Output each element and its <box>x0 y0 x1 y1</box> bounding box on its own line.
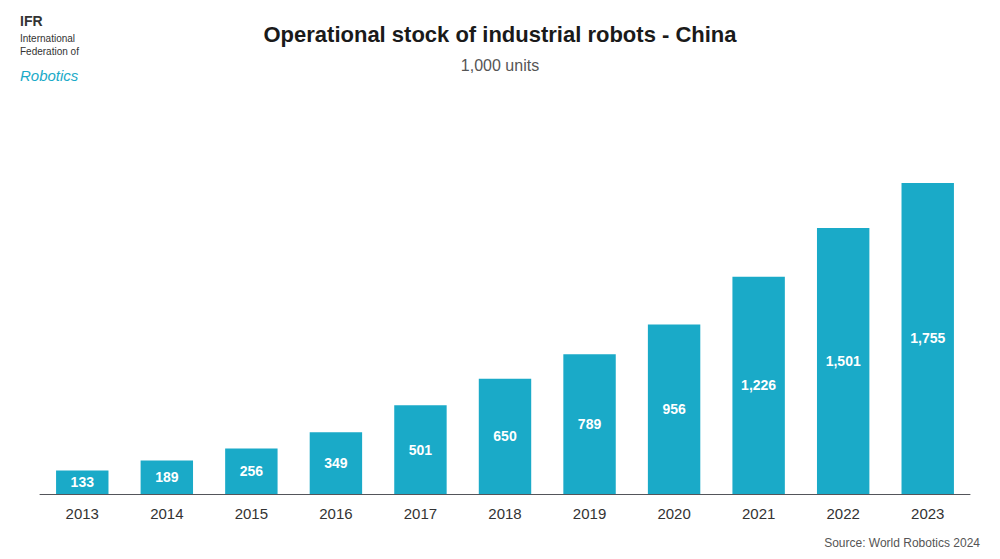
svg-text:Operational stock of industria: Operational stock of industrial robots -… <box>263 22 737 47</box>
svg-text:1,000 units: 1,000 units <box>461 57 539 74</box>
svg-text:2015: 2015 <box>235 505 268 522</box>
svg-text:2017: 2017 <box>404 505 437 522</box>
svg-text:2021: 2021 <box>742 505 775 522</box>
svg-text:IFR: IFR <box>20 13 43 29</box>
svg-text:650: 650 <box>493 428 517 444</box>
svg-text:Robotics: Robotics <box>20 67 79 84</box>
svg-text:2023: 2023 <box>911 505 944 522</box>
svg-text:Federation of: Federation of <box>20 46 79 57</box>
svg-text:2014: 2014 <box>150 505 183 522</box>
svg-text:2019: 2019 <box>573 505 606 522</box>
svg-text:133: 133 <box>71 474 95 490</box>
svg-text:2018: 2018 <box>488 505 521 522</box>
svg-text:2013: 2013 <box>66 505 99 522</box>
svg-text:1,755: 1,755 <box>910 330 945 346</box>
svg-text:189: 189 <box>155 469 179 485</box>
svg-text:956: 956 <box>662 401 686 417</box>
svg-text:256: 256 <box>240 463 264 479</box>
svg-text:349: 349 <box>324 455 348 471</box>
svg-text:2022: 2022 <box>826 505 859 522</box>
svg-text:2016: 2016 <box>319 505 352 522</box>
svg-text:International: International <box>20 33 75 44</box>
svg-text:501: 501 <box>409 442 433 458</box>
svg-text:789: 789 <box>578 416 602 432</box>
svg-text:Source: World Robotics 2024: Source: World Robotics 2024 <box>824 536 980 550</box>
svg-text:1,501: 1,501 <box>826 353 861 369</box>
svg-text:2020: 2020 <box>657 505 690 522</box>
svg-text:1,226: 1,226 <box>741 377 776 393</box>
